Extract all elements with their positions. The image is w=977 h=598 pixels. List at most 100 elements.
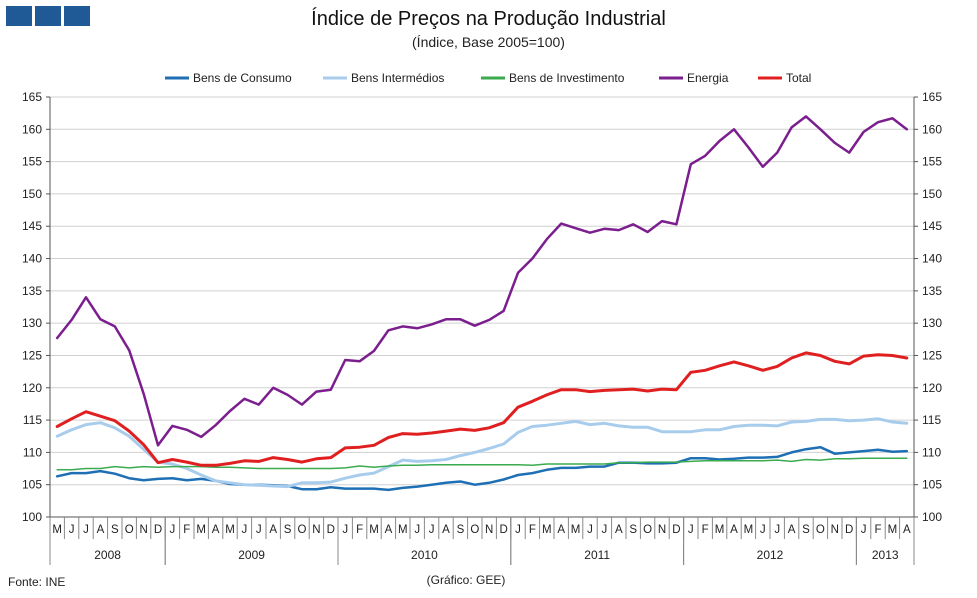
legend-item[interactable]: Bens de Investimento [481,71,625,85]
y-tick-label-left: 135 [22,284,42,298]
y-tick-label-right: 160 [922,122,942,136]
month-label: M [225,524,235,536]
month-label: N [831,524,839,536]
month-label: F [874,524,881,536]
month-label: N [139,524,147,536]
month-label: M [196,524,206,536]
y-tick-label-right: 155 [922,155,942,169]
y-tick-label-left: 125 [22,348,42,362]
series-line-bens-de-consumo [55,445,909,492]
month-label: M [52,524,62,536]
legend-label: Bens de Investimento [509,71,625,85]
month-label: M [888,524,898,536]
legend[interactable]: Bens de Consumo Bens Intermédios Bens de I… [165,71,811,85]
month-label: A [615,524,623,536]
year-label: 2012 [757,548,784,562]
y-axis-left: 100 105 110 115 120 125 130 135 140 145 150 155 160 1… [22,90,42,524]
month-label: A [442,524,450,536]
month-label: A [557,524,565,536]
month-label: J [688,524,694,536]
month-label: S [457,524,465,536]
legend-label: Bens Intermédios [351,71,444,85]
month-label: O [298,524,307,536]
legend-item[interactable]: Bens Intermédios [323,71,444,85]
legend-item[interactable]: Total [758,71,811,85]
month-label: J [429,524,435,536]
month-label: F [183,524,190,536]
y-tick-label-left: 165 [22,90,42,104]
month-label: J [602,524,608,536]
chart-title: Índice de Preços na Produção Industrial [311,8,666,30]
chart-credit: (Gráfico: GEE) [426,573,506,587]
month-label: J [861,524,867,536]
y-tick-label-right: 145 [922,219,942,233]
y-tick-label-left: 110 [23,445,42,459]
chart-subtitle: (Índice, Base 2005=100) [412,34,565,50]
month-label: S [629,524,637,536]
source-note: Fonte: INE [8,575,66,589]
y-tick-label-right: 100 [922,510,942,524]
month-label: M [542,524,552,536]
month-label: F [356,524,363,536]
month-label: J [83,524,89,536]
y-tick-label-right: 110 [922,445,941,459]
month-label: S [284,524,292,536]
month-label: A [212,524,220,536]
y-tick-label-left: 155 [22,155,42,169]
gridlines [50,96,914,486]
month-label: O [470,524,479,536]
series-lines [55,115,909,492]
month-label: J [342,524,348,536]
y-tick-label-right: 140 [922,252,942,266]
month-label: D [327,524,335,536]
month-label: M [398,524,408,536]
month-label: J [515,524,521,536]
series-line-total [55,351,909,467]
y-tick-label-right: 165 [922,90,942,104]
y-tick-label-left: 105 [22,478,42,492]
y-tick-label-right: 150 [922,187,942,201]
year-label: 2008 [94,548,121,562]
month-label: M [744,524,754,536]
month-label: J [170,524,176,536]
month-label: N [312,524,320,536]
month-label: S [802,524,810,536]
month-label: F [702,524,709,536]
month-label: J [256,524,262,536]
legend-item[interactable]: Energia [659,71,729,85]
month-label: J [587,524,593,536]
month-label: M [571,524,581,536]
year-label: 2013 [872,548,899,562]
y-tick-label-left: 130 [22,316,42,330]
series-line-energia [55,115,909,447]
month-label: D [499,524,507,536]
y-tick-label-left: 115 [23,413,42,427]
month-label: S [111,524,119,536]
series-line-bens-intermedios [55,417,909,489]
month-label: M [369,524,379,536]
y-tick-label-right: 120 [922,381,942,395]
year-label: 2010 [411,548,438,562]
month-label: A [385,524,393,536]
month-label: O [816,524,825,536]
month-label: M [715,524,725,536]
month-label: J [69,524,75,536]
month-label: A [730,524,738,536]
month-label: F [529,524,536,536]
month-label: N [658,524,666,536]
month-label: D [154,524,162,536]
y-tick-label-left: 100 [22,510,42,524]
month-label: J [760,524,766,536]
y-axis-right: 100 105 110 115 120 125 130 135 140 145 150 155 160 1… [922,90,942,524]
month-label: A [788,524,796,536]
y-tick-label-left: 140 [22,252,42,266]
y-tick-label-left: 160 [22,122,42,136]
legend-label: Total [786,71,811,85]
logo-block [64,6,90,26]
month-label: O [125,524,134,536]
legend-item[interactable]: Bens de Consumo [165,71,292,85]
y-tick-label-left: 145 [22,219,42,233]
y-tick-label-left: 120 [22,381,42,395]
